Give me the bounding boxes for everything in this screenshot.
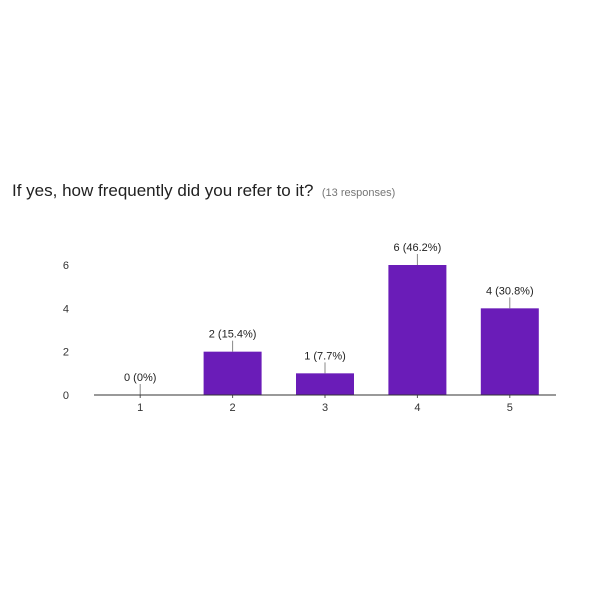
y-tick-label: 2 <box>63 347 69 359</box>
y-tick-label: 6 <box>63 260 69 272</box>
data-label: 0 (0%) <box>124 372 156 384</box>
data-label: 1 (7.7%) <box>304 350 346 362</box>
response-count: (13 responses) <box>321 187 396 199</box>
data-label: 2 (15.4%) <box>209 329 257 341</box>
x-tick-label: 2 <box>230 402 236 414</box>
question-title: If yes, how frequently did you refer to … <box>12 181 314 200</box>
bar <box>203 351 262 395</box>
chart-header: If yes, how frequently did you refer to … <box>12 181 395 201</box>
bar <box>296 373 354 395</box>
y-tick-label: 4 <box>63 303 69 315</box>
x-tick-label: 1 <box>137 402 143 414</box>
data-label: 6 (46.2%) <box>394 242 442 254</box>
x-tick-label: 3 <box>322 402 328 414</box>
bar <box>480 308 539 395</box>
y-tick-label: 0 <box>63 390 69 402</box>
bar <box>388 265 447 395</box>
x-tick-label: 4 <box>414 402 420 414</box>
x-tick-label: 5 <box>507 402 513 414</box>
data-label: 4 (30.8%) <box>486 285 534 297</box>
